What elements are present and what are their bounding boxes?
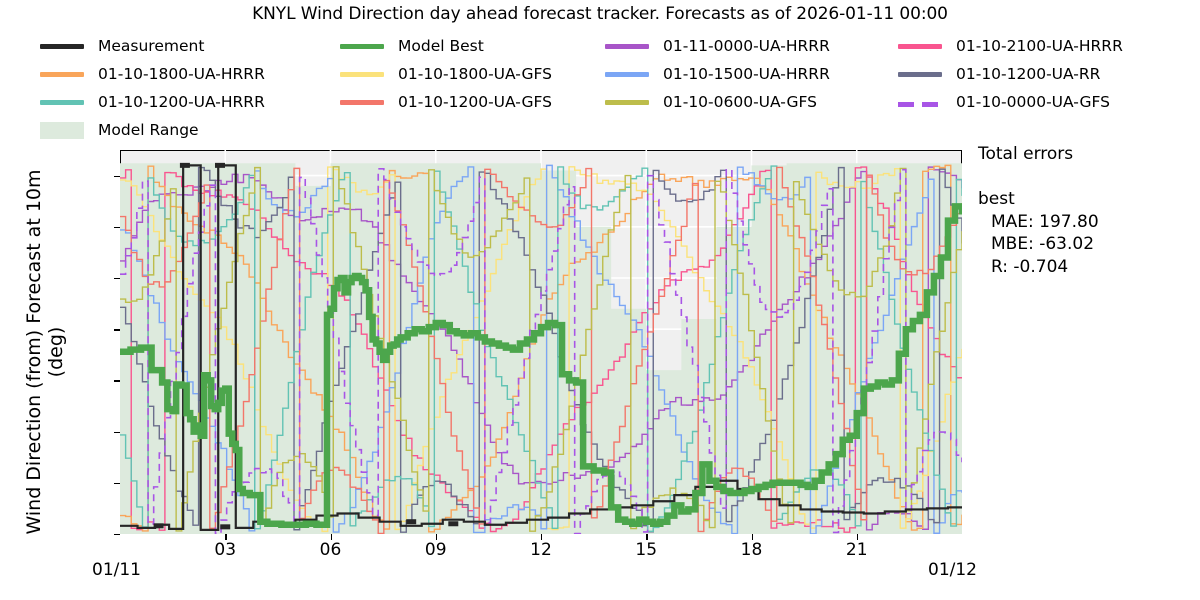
- legend-swatch-0110-1200-ua-gfs: [340, 99, 384, 105]
- x-tick-mark: [856, 534, 859, 540]
- legend-item[interactable]: 01-10-2100-UA-HRRR: [898, 37, 1178, 55]
- legend-label: 01-10-1200-UA-RR: [956, 65, 1101, 83]
- measurement-marker: [448, 521, 459, 527]
- y-tick-mark: [114, 278, 120, 280]
- legend-item[interactable]: 01-10-0600-UA-GFS: [605, 93, 898, 111]
- legend-item[interactable]: Measurement: [40, 37, 340, 55]
- x-tick-label: 12: [530, 540, 552, 560]
- legend-row: Measurement Model Best 01-11-0000-UA-HRR…: [40, 32, 1190, 60]
- error-r: R: -0.704: [991, 256, 1069, 277]
- x-tick-label: 03: [214, 540, 237, 560]
- y-tick-mark: [114, 175, 120, 177]
- legend-row: Model Range: [40, 116, 1190, 144]
- legend-label: Measurement: [98, 37, 205, 55]
- x-tick-mark: [646, 534, 648, 540]
- legend-item[interactable]: 01-10-1200-UA-HRRR: [40, 93, 340, 111]
- chart-title: KNYL Wind Direction day ahead forecast t…: [252, 4, 948, 24]
- x-tick-mark: [541, 534, 543, 540]
- legend-swatch-measurement: [40, 43, 84, 49]
- x-axis-end-label: 01/12: [928, 560, 977, 580]
- legend-item[interactable]: 01-10-1200-UA-RR: [898, 65, 1178, 83]
- series-01-10-0000-ua-gfs: [120, 168, 962, 534]
- x-axis-start-label: 01/11: [92, 560, 141, 580]
- x-tick-label: 18: [740, 540, 763, 560]
- error-stats-panel: Total errors best MAE: 197.80 MBE: -63.0…: [978, 144, 1193, 278]
- measurement-marker: [220, 524, 231, 530]
- x-tick-label: 06: [319, 540, 342, 560]
- y-tick-mark: [114, 329, 120, 331]
- x-tick-label: 15: [635, 540, 658, 560]
- legend-label: 01-11-0000-UA-HRRR: [663, 37, 830, 55]
- chart-canvas: [120, 150, 962, 534]
- legend-item[interactable]: 01-10-1800-UA-GFS: [340, 65, 605, 83]
- measurement-marker: [406, 519, 417, 525]
- legend-swatch-0111-0000-ua-hrrr: [605, 43, 649, 49]
- x-tick-mark: [330, 534, 332, 540]
- legend-swatch-0110-1200-ua-rr: [898, 71, 942, 77]
- legend-swatch-model-best: [340, 43, 384, 49]
- y-tick-mark: [114, 534, 120, 536]
- legend-label: 01-10-1800-UA-GFS: [398, 65, 552, 83]
- legend-label: 01-10-1200-UA-HRRR: [98, 93, 265, 111]
- legend-label: Model Best: [398, 37, 484, 55]
- measurement-marker: [179, 162, 190, 168]
- legend-item[interactable]: 01-10-1500-UA-HRRR: [605, 65, 898, 83]
- y-axis-label: Wind Direction (from) Forecast at 10m (d…: [23, 169, 67, 535]
- series-model-best: [120, 203, 962, 529]
- error-mbe: MBE: -63.02: [991, 234, 1095, 255]
- legend-label: 01-10-2100-UA-HRRR: [956, 37, 1123, 55]
- legend-label: 01-10-0600-UA-GFS: [663, 93, 817, 111]
- legend-swatch-0110-1500-ua-hrrr: [605, 71, 649, 77]
- y-tick-mark: [114, 431, 120, 433]
- series-measurement: [120, 164, 962, 532]
- y-tick-mark: [114, 226, 120, 229]
- x-tick-mark: [435, 534, 438, 540]
- legend-swatch-0110-0600-ua-gfs: [605, 99, 649, 105]
- legend-item[interactable]: Model Best: [340, 37, 605, 55]
- error-stats-heading: Total errors: [978, 144, 1074, 164]
- legend-item[interactable]: 01-10-1800-UA-HRRR: [40, 65, 340, 83]
- legend-swatch-0110-1800-ua-hrrr: [40, 71, 84, 77]
- legend-label: 01-10-1800-UA-HRRR: [98, 65, 265, 83]
- legend-label: 01-10-1500-UA-HRRR: [663, 65, 830, 83]
- x-tick-mark: [751, 534, 753, 540]
- measurement-marker: [153, 523, 164, 529]
- chart-legend: Measurement Model Best 01-11-0000-UA-HRR…: [40, 32, 1190, 144]
- legend-item[interactable]: Model Range: [40, 121, 340, 139]
- legend-swatch-0110-0000-ua-gfs: [898, 97, 942, 107]
- x-tick-label: 09: [424, 540, 447, 560]
- legend-row: 01-10-1200-UA-HRRR 01-10-1200-UA-GFS 01-…: [40, 88, 1190, 116]
- legend-label: Model Range: [98, 121, 199, 139]
- legend-swatch-model-range: [40, 121, 84, 139]
- legend-item[interactable]: 01-11-0000-UA-HRRR: [605, 37, 898, 55]
- x-tick-label: 21: [845, 540, 868, 560]
- legend-label: 01-10-0000-UA-GFS: [956, 93, 1110, 111]
- measurement-marker: [214, 162, 225, 168]
- legend-item[interactable]: 01-10-0000-UA-GFS: [898, 93, 1178, 111]
- x-tick-mark: [225, 534, 227, 540]
- y-tick-mark: [114, 380, 120, 382]
- plot-area[interactable]: [120, 150, 962, 534]
- legend-row: 01-10-1800-UA-HRRR 01-10-1800-UA-GFS 01-…: [40, 60, 1190, 88]
- legend-item[interactable]: 01-10-1200-UA-GFS: [340, 93, 605, 111]
- y-tick-mark: [114, 482, 120, 485]
- legend-label: 01-10-1200-UA-GFS: [398, 93, 552, 111]
- legend-swatch-0110-1200-ua-hrrr: [40, 99, 84, 105]
- legend-swatch-0110-2100-ua-hrrr: [898, 43, 942, 49]
- model-range-band: [120, 163, 962, 534]
- legend-swatch-0110-1800-ua-gfs: [340, 71, 384, 77]
- error-mae: MAE: 197.80: [991, 211, 1099, 232]
- error-group-label: best: [978, 189, 1015, 209]
